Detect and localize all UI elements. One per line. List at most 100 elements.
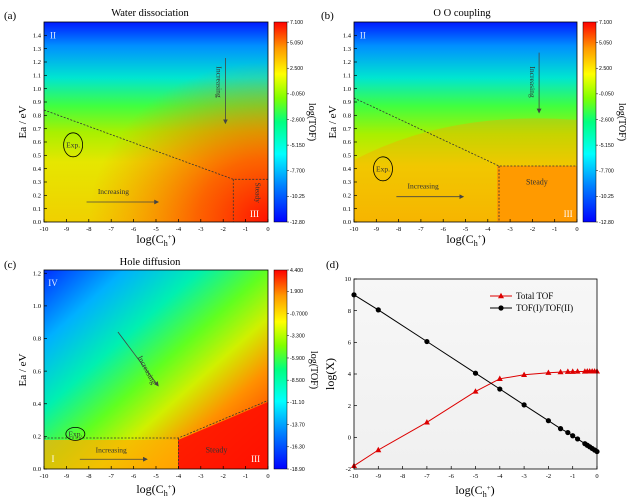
y-tick-label: 0.8 <box>343 113 351 120</box>
panel-d-label: (d) <box>326 259 339 271</box>
trend-arrow <box>117 331 159 387</box>
y-tick-label: 1.2 <box>343 59 351 66</box>
colorbar-tick-label: 2.500 <box>599 66 612 72</box>
panel-b-xlabel: log(Ch+) <box>446 232 485 248</box>
data-point <box>545 369 552 375</box>
panel-c: (c) Hole diffusion IVI IIIExp.IncreasingI… <box>4 257 319 498</box>
x-tick-label: -1 <box>243 226 248 233</box>
experiment-marker-circle <box>373 156 393 182</box>
data-point <box>472 388 479 394</box>
y-tick-label: 1.2 <box>33 270 41 277</box>
x-tick-label: -4 <box>485 226 491 233</box>
panel-b-title: O O coupling <box>433 8 491 19</box>
annotation-label: Exp. <box>66 140 80 149</box>
y-tick-label: 0.1 <box>33 206 41 213</box>
colorbar-tick-label: 1.900 <box>290 289 303 295</box>
y-tick-label: 0.5 <box>33 153 41 160</box>
y-tick-label: 1.1 <box>33 73 41 80</box>
x-tick-label: -5 <box>153 226 158 233</box>
annotation-label: Increasing <box>98 187 129 196</box>
x-tick-label: -9 <box>374 226 379 233</box>
y-tick-label: 0.4 <box>33 166 42 173</box>
x-tick-label: -6 <box>131 473 137 480</box>
x-tick-label: -9 <box>64 473 69 480</box>
data-point <box>497 386 503 392</box>
colorbar-tick-label: -5.900 <box>290 356 305 362</box>
y-tick-label: 1.0 <box>343 86 351 93</box>
panel-a-heatmap <box>44 22 268 222</box>
y-tick-label: 1.0 <box>33 303 41 310</box>
y-tick-label: 0.6 <box>33 139 42 146</box>
colorbar-tick-label: -10.25 <box>290 194 305 200</box>
y-tick-label: 0.9 <box>33 99 41 106</box>
y-tick-label: 0.1 <box>343 206 351 213</box>
y-tick-label: 0 <box>348 435 351 442</box>
y-tick-label: 0.8 <box>33 336 41 343</box>
annotation-label: Steady <box>206 446 228 455</box>
x-tick-label: -5 <box>463 226 468 233</box>
colorbar-tick-label: 5.050 <box>599 40 612 46</box>
annotation-label: Exp. <box>68 429 82 438</box>
x-tick-label: -9 <box>64 226 69 233</box>
y-tick-label: 0.8 <box>33 113 41 120</box>
x-tick-label: -1 <box>243 473 248 480</box>
y-tick-label: 6 <box>348 340 352 347</box>
data-point <box>521 402 527 408</box>
panel-a-colorbar-label: log(TOF) <box>306 103 317 141</box>
panel-b: (b) O O coupling IIIIIExp.IncreasingIncr… <box>321 8 627 248</box>
colorbar-tick-label: -18.90 <box>290 467 305 473</box>
data-point <box>564 368 571 374</box>
experiment-marker-circle <box>63 132 84 158</box>
x-tick-label: 0 <box>266 473 269 480</box>
x-tick-label: -3 <box>507 226 512 233</box>
x-tick-label: -9 <box>376 473 381 480</box>
x-tick-label: -2 <box>530 226 535 233</box>
y-tick-label: 1.0 <box>33 86 41 93</box>
y-tick-label: 0.7 <box>33 126 42 133</box>
x-tick-label: -8 <box>400 473 405 480</box>
data-point <box>521 371 528 377</box>
panel-d-xlabel: log(Ch+) <box>455 483 494 499</box>
panel-a-title: Water dissociation <box>111 8 189 19</box>
x-tick-label: -1 <box>570 473 575 480</box>
panel-d-ylabel: log(X) <box>323 358 337 390</box>
y-tick-label: 0.4 <box>343 166 352 173</box>
regime-boundary-line <box>353 97 577 167</box>
y-tick-label: 1.2 <box>33 59 41 66</box>
panel-c-heatmap <box>44 270 268 469</box>
panel-b-heatmap <box>354 22 577 222</box>
panel-c-colorbar: 4.400 1.900 -0.7000 -3.300 -5.900 -8.500 -11.1… <box>273 268 319 473</box>
y-tick-label: 0.6 <box>343 139 352 146</box>
y-tick-label: 1.4 <box>33 33 42 40</box>
data-point <box>574 368 581 374</box>
x-tick-label: -8 <box>86 226 91 233</box>
annotation-label: Steady <box>254 182 263 203</box>
region-label: II <box>50 30 56 40</box>
annotation-label: Steady <box>526 178 548 187</box>
panel-b-label: (b) <box>321 10 334 22</box>
x-tick-label: -1 <box>552 226 557 233</box>
annotation-label: Increasing <box>408 182 439 191</box>
x-tick-label: -10 <box>40 473 49 480</box>
colorbar-tick-label: 2.500 <box>290 66 303 72</box>
panel-b-colorbar: 7.100 5.050 2.500 -0.050 -2.600 -5.150 -7.700 -… <box>582 20 627 226</box>
data-point <box>570 433 576 439</box>
y-tick-label: 1.3 <box>33 46 41 53</box>
x-tick-label: -7 <box>108 473 114 480</box>
x-tick-label: -2 <box>546 473 551 480</box>
annotation-label: Increasing <box>96 446 127 455</box>
colorbar-tick-label: -3.300 <box>290 334 305 340</box>
legend-label: Total TOF <box>516 291 553 301</box>
legend-label: TOF(I)/TOF(II) <box>516 303 573 313</box>
x-tick-label: -10 <box>350 226 359 233</box>
y-tick-label: 0.2 <box>33 193 41 200</box>
x-tick-label: -3 <box>198 226 203 233</box>
colorbar-tick-label: -12.80 <box>599 220 614 226</box>
x-tick-label: 0 <box>575 226 578 233</box>
colorbar-tick-label: -10.25 <box>599 194 614 200</box>
y-tick-label: 0.0 <box>33 219 41 226</box>
data-point <box>569 368 576 374</box>
colorbar-tick-label: -8.500 <box>290 378 305 384</box>
panel-c-xlabel: log(Ch+) <box>136 482 175 498</box>
